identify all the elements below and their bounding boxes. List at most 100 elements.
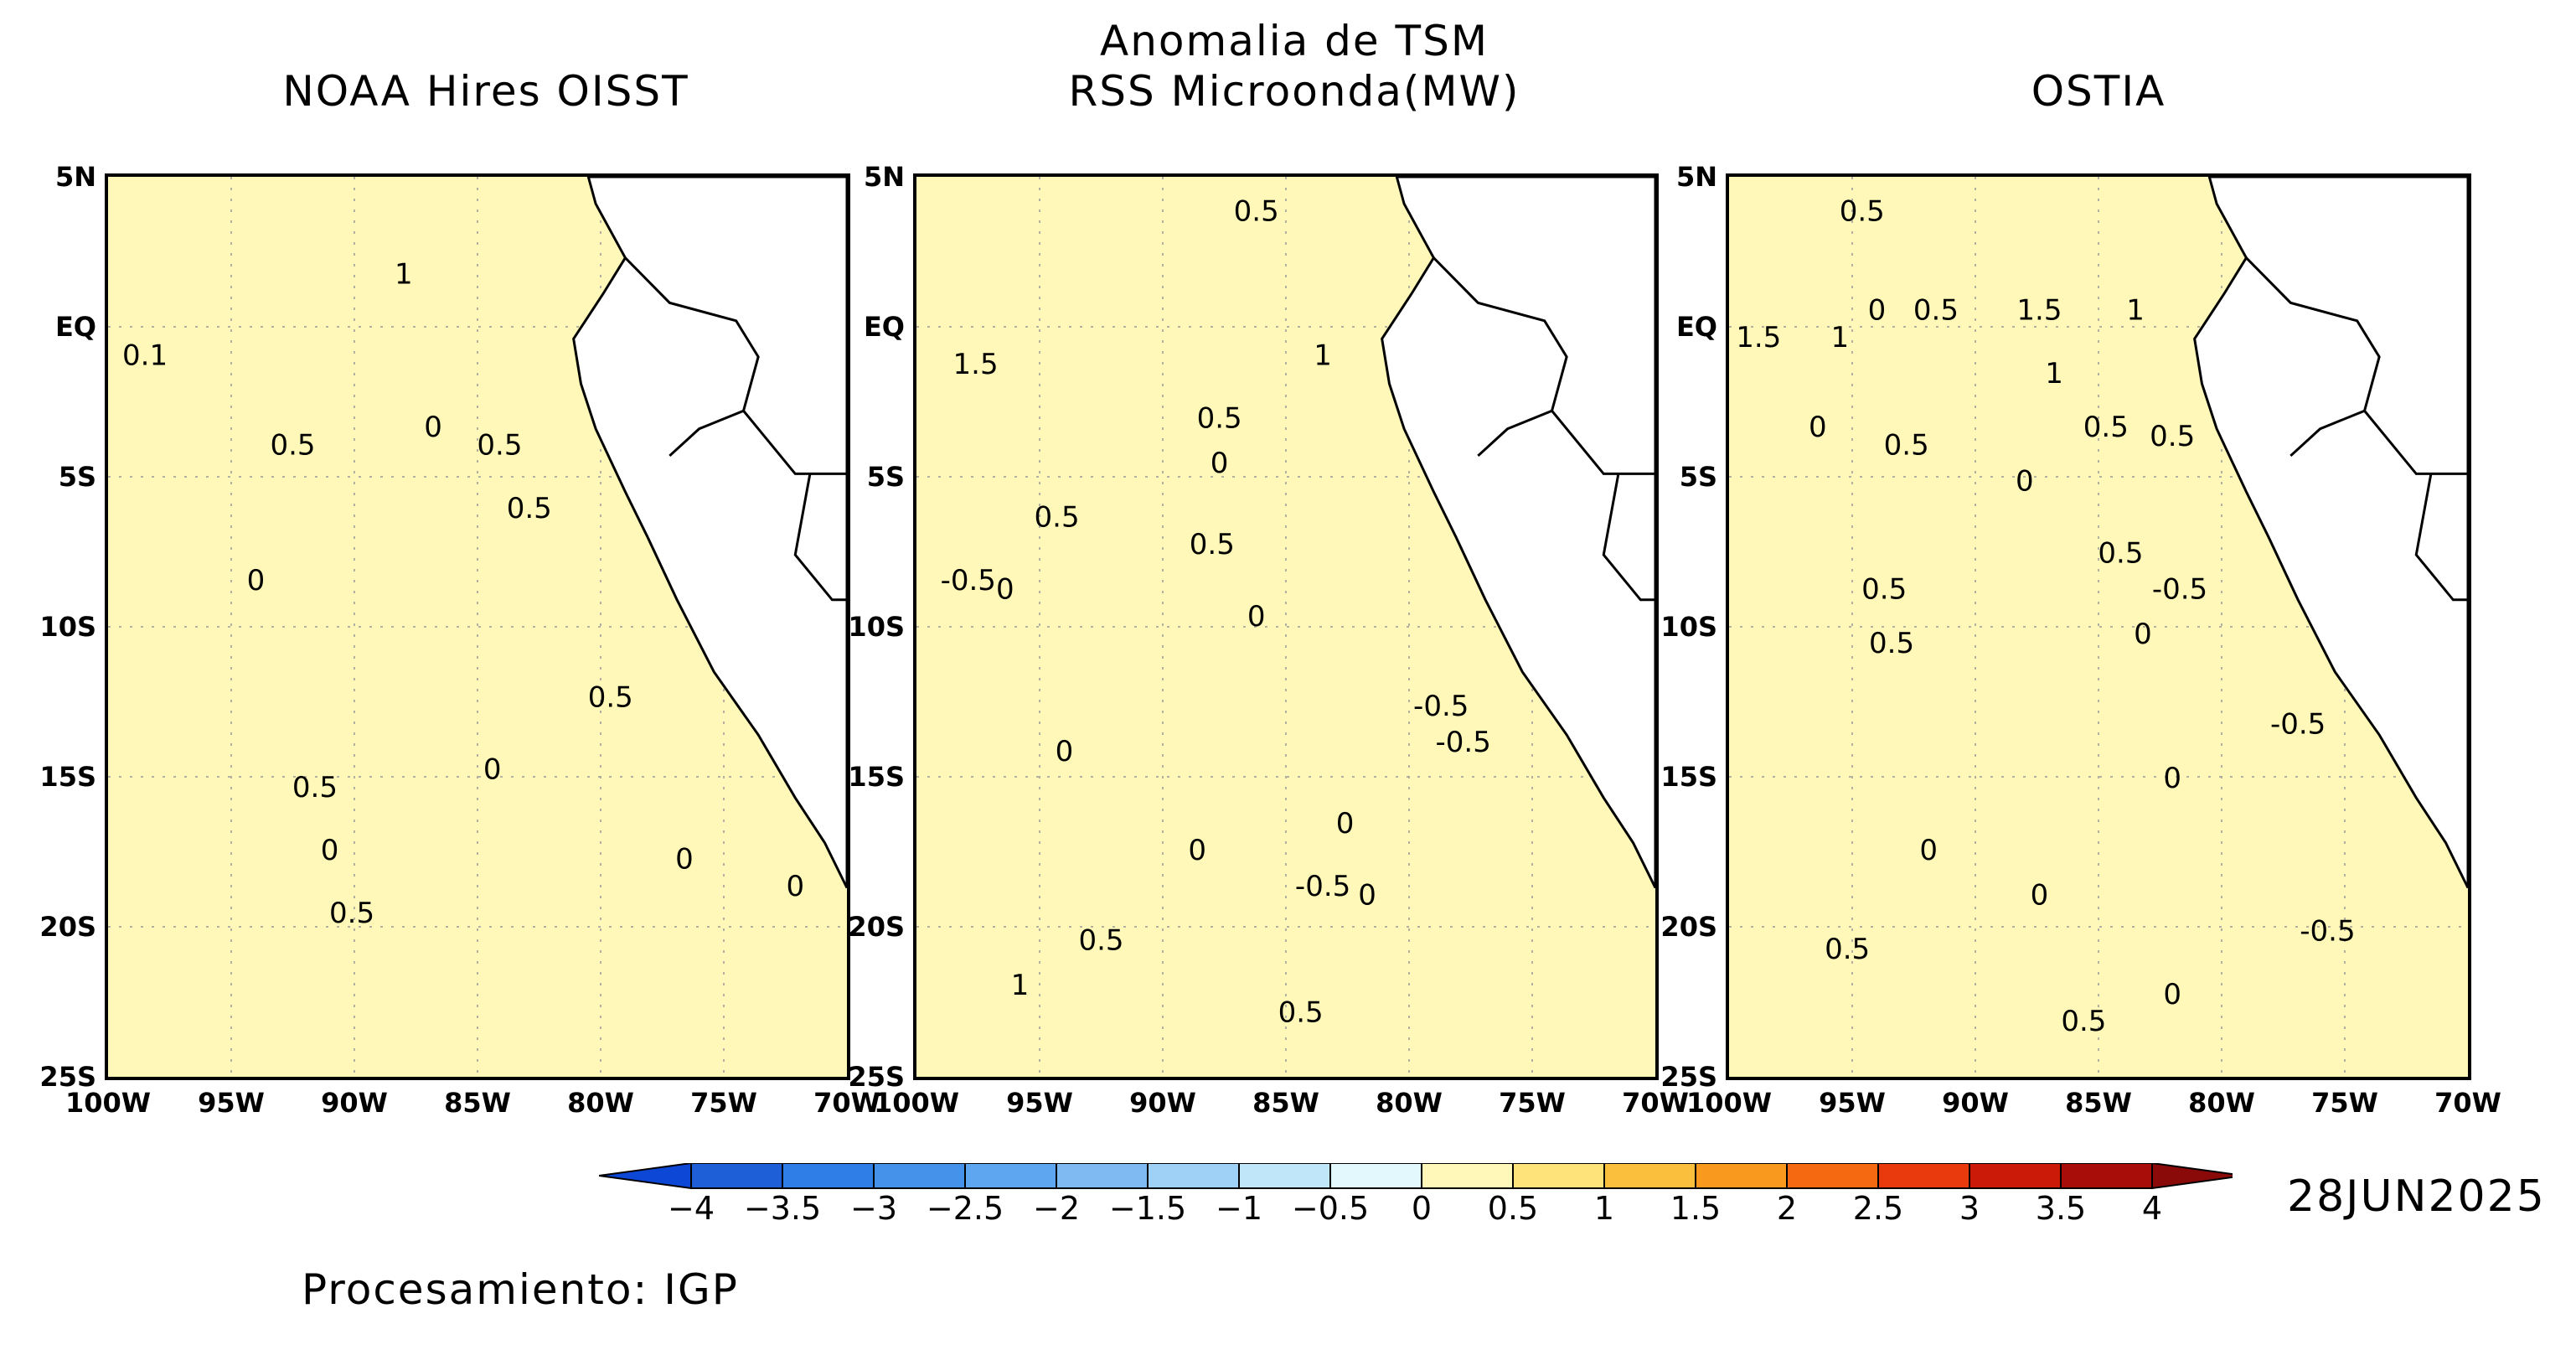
contour-label: 0.5 xyxy=(1078,923,1123,957)
latitude-label: 5S xyxy=(1679,461,1717,493)
colorbar-bin xyxy=(1877,1163,1970,1189)
contour-label: 1 xyxy=(1011,969,1030,1002)
sst-anomaly-map: 1 0.1 0.5 0 0.5 0.5 0 0.5 0 0.5 0 0 0 0.5 xyxy=(108,177,847,1077)
colorbar-tick-label: 4 xyxy=(2141,1190,2163,1227)
latitude-label: 20S xyxy=(1660,911,1717,943)
latitude-label: 25S xyxy=(1660,1061,1717,1093)
colorbar-tick-label: −2 xyxy=(1032,1190,1081,1227)
contour-label: 0.5 xyxy=(2083,411,2129,444)
latitude-label: 20S xyxy=(848,911,905,943)
colorbar-bin xyxy=(1238,1163,1331,1189)
contour-label: 0.5 xyxy=(477,429,522,463)
latitude-label: 25S xyxy=(39,1061,96,1093)
latitude-label: 20S xyxy=(39,911,96,943)
contour-label: 0.5 xyxy=(1197,401,1242,435)
contour-label: 0 xyxy=(2016,465,2034,499)
main-title-line1: Anomalia de TSM xyxy=(1100,17,1489,65)
colorbar-tick-label: −3 xyxy=(849,1190,898,1227)
longitude-label: 80W xyxy=(567,1087,634,1119)
contour-label: -0.5 xyxy=(2300,915,2355,949)
contour-label: 0.5 xyxy=(1190,528,1235,561)
latitude-label: EQ xyxy=(863,311,905,343)
contour-label: 0 xyxy=(1919,834,1938,867)
map-panel-rss-microwave: 0.5 1.5 0.5 0 1 0.5 0.5 -0.5 0 0 -0.5 -0.5 0 0 -0.5 0 0 0… xyxy=(913,173,1659,1080)
colorbar-tick-label: 3.5 xyxy=(2035,1190,2087,1227)
contour-label: 0 xyxy=(321,834,339,867)
colorbar-bin xyxy=(1786,1163,1879,1189)
contour-label: 0.5 xyxy=(1278,996,1324,1029)
contour-label: 0 xyxy=(786,870,804,903)
longitude-label: 85W xyxy=(444,1087,511,1119)
contour-label: 1 xyxy=(1314,339,1332,372)
latitude-label: 25S xyxy=(848,1061,905,1093)
contour-label: 0 xyxy=(1336,807,1355,840)
longitude-label: 85W xyxy=(2065,1087,2132,1119)
colorbar-tick-label: −2.5 xyxy=(926,1190,1004,1227)
contour-label: 0.5 xyxy=(1825,933,1870,966)
colorbar-tick-label: 1 xyxy=(1593,1190,1615,1227)
colorbar-bin xyxy=(1056,1163,1149,1189)
colorbar-tick-label: 3 xyxy=(1959,1190,1980,1227)
contour-label: 0 xyxy=(996,573,1014,607)
colorbar-bin xyxy=(873,1163,966,1189)
colorbar-bin xyxy=(782,1163,875,1189)
latitude-label: 10S xyxy=(1660,611,1717,643)
contour-label: -0.5 xyxy=(941,564,996,597)
contour-label: 0.5 xyxy=(588,680,633,714)
contour-label: 0.1 xyxy=(122,339,168,372)
contour-label: -0.5 xyxy=(2270,708,2326,742)
contour-label: 1 xyxy=(2045,357,2063,390)
latitude-label: EQ xyxy=(1675,311,1717,343)
date-label: 28JUN2025 xyxy=(2287,1171,2546,1222)
colorbar-bin xyxy=(1603,1163,1696,1189)
latitude-label: 5S xyxy=(866,461,905,493)
colorbar-bin xyxy=(1329,1163,1422,1189)
contour-label: 0.5 xyxy=(2150,420,2195,453)
contour-label: 0 xyxy=(483,752,502,786)
latitude-label: 10S xyxy=(39,611,96,643)
contour-label: 0 xyxy=(424,411,442,444)
latitude-label: EQ xyxy=(54,311,96,343)
contour-label: -0.5 xyxy=(1413,690,1469,723)
contour-label: 0 xyxy=(1358,879,1376,913)
contour-label: -0.5 xyxy=(2152,573,2207,607)
longitude-label: 75W xyxy=(1499,1087,1566,1119)
contour-label: 0.5 xyxy=(1913,294,1959,328)
colorbar-bin xyxy=(1969,1163,2062,1189)
contour-label: 0 xyxy=(1868,294,1887,328)
contour-label: 1.5 xyxy=(2016,294,2062,328)
contour-label: 0 xyxy=(2163,978,2181,1011)
colorbar-tick-label: −3.5 xyxy=(743,1190,822,1227)
contour-label: 1.5 xyxy=(1736,321,1781,354)
latitude-label: 10S xyxy=(848,611,905,643)
colorbar-bin xyxy=(1147,1163,1240,1189)
contour-label: 1 xyxy=(2126,294,2145,328)
longitude-label: 90W xyxy=(1942,1087,2009,1119)
colorbar-bin xyxy=(1695,1163,1788,1189)
land-mass xyxy=(2193,177,2468,889)
colorbar-bin xyxy=(690,1163,783,1189)
contour-label: 1.5 xyxy=(953,348,999,381)
longitude-label: 70W xyxy=(813,1087,880,1119)
land-mass xyxy=(572,177,847,889)
contour-label: 0.5 xyxy=(329,897,374,930)
contour-label: 0.5 xyxy=(2098,537,2143,571)
contour-label: 0 xyxy=(1056,735,1074,768)
contour-label: 0.5 xyxy=(1234,194,1279,228)
right-panel-title: OSTIA xyxy=(2031,67,2166,116)
longitude-label: 100W xyxy=(65,1087,152,1119)
contour-label: 0 xyxy=(1247,600,1266,634)
contour-label: 0.5 xyxy=(292,771,338,804)
longitude-label: 75W xyxy=(690,1087,757,1119)
contour-label: 0.5 xyxy=(1869,627,1914,660)
contour-label: 1 xyxy=(395,258,413,292)
contour-label: 1 xyxy=(1830,321,1849,354)
longitude-label: 100W xyxy=(873,1087,960,1119)
contour-label: 0 xyxy=(2163,762,2181,795)
map-panel-noaa-oisst: 1 0.1 0.5 0 0.5 0.5 0 0.5 0 0.5 0 0 0 0.5 xyxy=(105,173,850,1080)
contour-label: -0.5 xyxy=(1436,726,1491,759)
colorbar-tick-label: 2.5 xyxy=(1852,1190,1904,1227)
longitude-label: 95W xyxy=(198,1087,265,1119)
contour-label: 0 xyxy=(1188,834,1206,867)
